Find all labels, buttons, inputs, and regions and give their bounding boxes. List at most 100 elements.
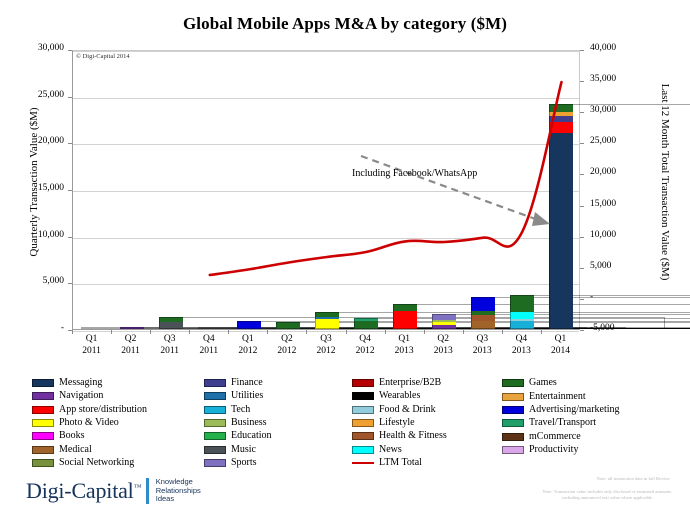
legend-item[interactable]: Games <box>502 377 672 389</box>
bar-stack[interactable] <box>236 321 261 329</box>
y-axis-right-tickmark <box>580 81 584 83</box>
legend-item[interactable]: Enterprise/B2B <box>352 377 502 389</box>
bar-segment <box>354 320 379 329</box>
legend-color-swatch <box>352 445 374 454</box>
y-axis-right-tick-label: 30,000 <box>590 105 617 116</box>
legend-item[interactable]: Tech <box>204 404 352 416</box>
legend-color-swatch <box>502 432 524 441</box>
legend-item[interactable]: Lifestyle <box>352 417 502 429</box>
legend-item[interactable]: mCommerce <box>502 431 672 443</box>
bar-stack[interactable] <box>158 317 183 329</box>
x-axis-tickmark <box>345 330 347 334</box>
x-axis-label-quarter: Q4 <box>202 334 215 344</box>
legend-item[interactable]: Advertising/marketing <box>502 404 672 416</box>
bar-stack[interactable] <box>393 303 418 329</box>
legend-item[interactable]: Music <box>204 443 352 455</box>
y-axis-right-tick-label: 25,000 <box>590 136 617 147</box>
legend-item[interactable]: Social Networking <box>32 457 204 469</box>
x-axis-label-year: 2012 <box>238 345 258 356</box>
bar-segment <box>471 310 496 315</box>
x-axis-label-year: 2011 <box>160 345 180 356</box>
bar-stack[interactable] <box>471 296 496 329</box>
annotation-arrowhead <box>532 212 550 226</box>
y-axis-right-tickmark <box>580 298 584 300</box>
bar-segment <box>315 312 339 317</box>
x-axis-label-quarter: Q2 <box>281 334 293 344</box>
y-axis-right-tick-label: 35,000 <box>590 74 617 85</box>
legend-color-swatch <box>204 405 226 414</box>
y-axis-left-tickmark <box>68 236 72 238</box>
y-axis-right-tickmark <box>580 50 584 51</box>
x-axis-label: Q2 2011 <box>109 334 153 357</box>
bar-stack[interactable] <box>315 312 339 329</box>
bar-segment <box>315 319 339 329</box>
legend-item-label: Wearables <box>379 390 421 402</box>
legend-item[interactable]: Education <box>204 430 352 442</box>
legend-color-swatch <box>32 432 54 441</box>
bar-stack[interactable] <box>510 294 535 329</box>
x-axis-label-quarter: Q1 <box>242 334 254 344</box>
legend-item[interactable]: Health & Fitness <box>352 430 502 442</box>
x-axis-label-year: 2011 <box>82 345 101 356</box>
y-axis-left-tickmark <box>68 50 72 51</box>
legend-item-label: Utilities <box>231 390 264 402</box>
gridline <box>73 331 579 332</box>
legend-item[interactable]: App store/distribution <box>32 404 204 416</box>
annotation-dashed-line <box>360 154 542 223</box>
legend-item[interactable]: Medical <box>32 443 204 455</box>
bar-stack[interactable] <box>549 103 574 329</box>
legend-color-swatch <box>204 392 226 401</box>
x-axis-label-quarter: Q4 <box>515 334 528 344</box>
legend-item[interactable]: Wearables <box>352 390 502 402</box>
bar-segment <box>549 115 574 122</box>
x-axis-tickmark <box>267 330 269 334</box>
bar-segment <box>549 132 574 329</box>
bar-stack[interactable] <box>119 327 144 329</box>
bar-stack[interactable] <box>354 317 379 329</box>
legend-item-label: Music <box>231 443 256 455</box>
legend-item[interactable]: Travel/Transport <box>502 417 672 429</box>
legend-item[interactable]: Messaging <box>32 377 204 389</box>
bar-segment <box>119 327 144 329</box>
legend-item[interactable]: Sports <box>204 457 352 469</box>
legend-item-label: Lifestyle <box>379 416 415 428</box>
legend-color-swatch <box>352 432 374 441</box>
legend-item[interactable]: Utilities <box>204 390 352 402</box>
bar-segment <box>549 112 574 116</box>
legend-item[interactable]: Finance <box>204 377 352 389</box>
legend-color-swatch <box>352 379 374 388</box>
legend-item[interactable]: Food & Drink <box>352 404 502 416</box>
bar-segment <box>432 319 457 323</box>
legend-item[interactable]: Business <box>204 417 352 429</box>
legend-color-swatch <box>32 392 54 401</box>
x-axis-label-quarter: Q3 <box>476 334 489 344</box>
x-axis-label: Q1 2014 <box>538 334 582 357</box>
y-axis-right-tick-label: 20,000 <box>590 167 617 178</box>
bar-stack[interactable] <box>275 322 300 329</box>
x-axis-label-year: 2014 <box>550 345 570 356</box>
bar-stack[interactable] <box>432 313 457 329</box>
legend-item[interactable]: News <box>352 443 502 455</box>
legend-item[interactable]: Books <box>32 430 204 442</box>
bar-segment <box>510 321 535 329</box>
x-axis-label: Q1 2012 <box>226 334 270 357</box>
x-axis-label-quarter: Q4 <box>359 334 371 344</box>
bar-segment <box>471 320 496 329</box>
legend-column-3: Enterprise/B2B Wearables Food & Drink Lifes… <box>352 377 502 469</box>
legend-color-swatch <box>204 458 226 467</box>
legend-item[interactable]: Photo & Video <box>32 417 204 429</box>
y-axis-right-tickmark <box>580 143 584 145</box>
bar-segment <box>393 303 418 312</box>
legend-item[interactable]: Productivity <box>502 444 672 456</box>
x-axis-label-year: 2011 <box>199 345 219 356</box>
legend-item-ltm-total[interactable]: LTM Total <box>352 457 502 469</box>
legend-item[interactable]: Navigation <box>32 390 204 402</box>
legend-item-label: Education <box>231 430 272 442</box>
bar-segment <box>393 311 418 329</box>
footnote-primary: Note: all transaction data in full Revie… <box>596 476 670 481</box>
legend-item-label: News <box>379 443 402 455</box>
y-axis-left-tickmark <box>68 190 72 191</box>
plot-area: © Digi-Capital 2014 <box>72 50 690 332</box>
legend-item[interactable]: Entertainment <box>502 390 672 402</box>
